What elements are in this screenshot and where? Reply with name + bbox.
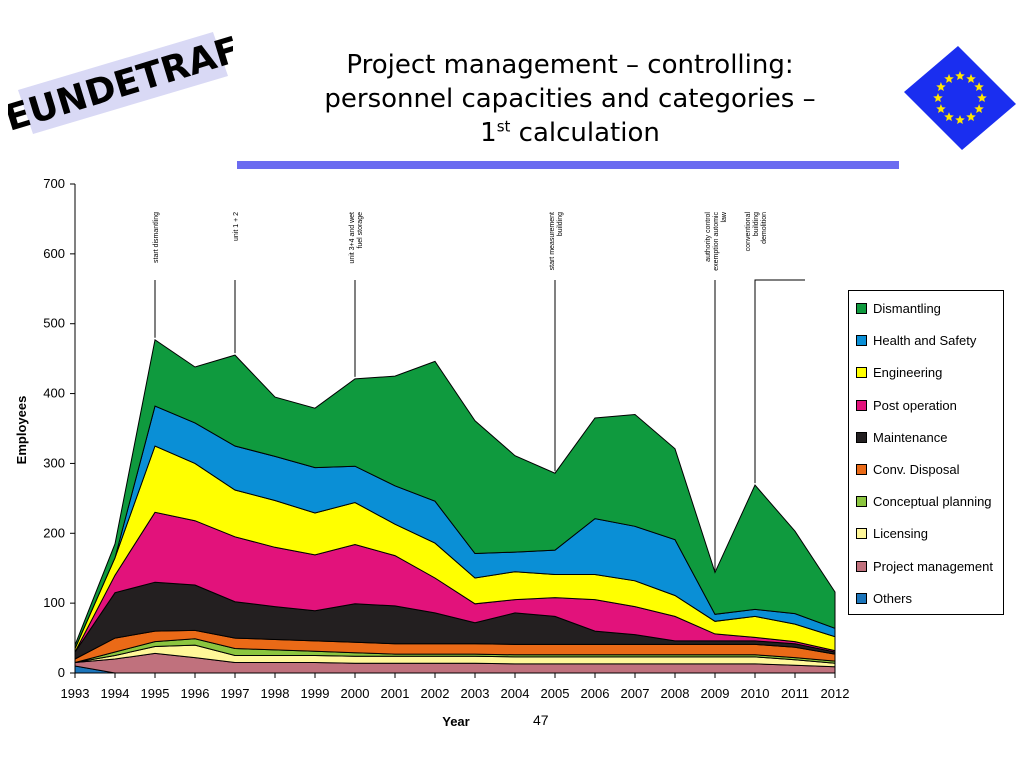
eu-star-icon [944, 112, 954, 122]
legend-label: Project management [873, 558, 993, 574]
x-tick-label: 1997 [221, 686, 250, 701]
x-tick-label: 2001 [381, 686, 410, 701]
eu-star-icon [955, 71, 965, 80]
eu-star-icon [966, 73, 976, 83]
legend-label: Engineering [873, 365, 943, 381]
x-tick-label: 2000 [341, 686, 370, 701]
eu-flag-icon [904, 46, 1016, 150]
x-tick-label: 2009 [701, 686, 730, 701]
legend-swatch [856, 528, 867, 540]
legend-swatch [856, 431, 867, 443]
annotation-line [754, 279, 805, 484]
x-tick-label: 1999 [301, 686, 330, 701]
eu-star-icon [936, 82, 946, 91]
x-axis-label: Year [442, 714, 469, 729]
legend-swatch [856, 367, 867, 379]
eu-star-icon [944, 73, 954, 83]
legend-label: Health and Safety [873, 333, 977, 349]
title-line-3: 1st calculation [255, 116, 885, 150]
y-tick-label: 300 [43, 455, 65, 470]
y-axis-label: Employees [14, 396, 29, 465]
x-tick-label: 1995 [141, 686, 170, 701]
eu-star-icon [977, 93, 987, 102]
x-tick-label: 1994 [101, 686, 130, 701]
legend-label: Conceptual planning [873, 494, 992, 510]
legend-label: Maintenance [873, 429, 948, 445]
eu-star-icon [955, 115, 965, 124]
x-tick-label: 1996 [181, 686, 210, 701]
y-tick-label: 400 [43, 386, 65, 401]
title-line-3-rest: calculation [510, 118, 660, 148]
annotation-label: unit 1 + 2 [233, 212, 240, 241]
eu-star-icon [933, 93, 943, 102]
legend-item-conceptual-planning: Conceptual planning [856, 494, 992, 509]
x-tick-label: 2011 [781, 686, 809, 701]
y-tick-label: 0 [58, 665, 65, 680]
legend-swatch [856, 592, 867, 604]
title-line-3-sup: st [496, 117, 511, 136]
annotation-label: start measurementbuilding [549, 212, 564, 270]
legend-item-dismantling: Dismantling [856, 301, 941, 316]
legend-item-post-operation: Post operation [856, 398, 957, 413]
legend-item-health-and-safety: Health and Safety [856, 333, 976, 348]
area-series-dismantling [74, 338, 836, 649]
eundetraf-logo: EUNDETRAF [8, 29, 233, 138]
x-tick-label: 2005 [541, 686, 570, 701]
annotation-label: unit 3+4 and wetfuel storage [349, 212, 364, 264]
legend-swatch [856, 303, 867, 314]
legend-label: Others [873, 590, 913, 606]
legend-item-conv-disposal: Conv. Disposal [856, 462, 959, 477]
x-tick-label: 2004 [501, 686, 530, 701]
legend-item-licensing: Licensing [856, 526, 928, 541]
page-title: Project management – controlling: person… [255, 48, 885, 150]
y-tick-label: 500 [43, 316, 65, 331]
y-tick-label: 700 [43, 176, 65, 191]
eu-star-icon [936, 104, 946, 113]
legend-swatch [856, 496, 867, 508]
title-line-1: Project management – controlling: [346, 50, 794, 80]
x-tick-label: 2002 [421, 686, 450, 701]
y-tick-label: 200 [43, 525, 65, 540]
title-line-2: personnel capacities and categories – [324, 84, 816, 114]
legend-item-others: Others [856, 591, 912, 606]
y-tick-label: 600 [43, 246, 65, 261]
eu-star-icon [966, 112, 976, 122]
legend-item-engineering: Engineering [856, 365, 942, 380]
legend-swatch [856, 464, 867, 475]
legend-swatch [856, 335, 867, 347]
eu-star-icon [974, 104, 984, 113]
x-tick-label: 2003 [461, 686, 490, 701]
legend-label: Dismantling [873, 301, 941, 316]
x-tick-label: 1998 [261, 686, 290, 701]
legend-swatch [856, 399, 867, 411]
annotation-label: authority controlexemption automiclaw [705, 211, 728, 271]
x-tick-label: 1993 [61, 686, 90, 701]
legend-label: Conv. Disposal [873, 462, 960, 477]
eu-star-icon [974, 82, 984, 91]
x-tick-label: 2010 [741, 686, 770, 701]
legend-swatch [856, 560, 867, 572]
title-line-3-main: 1 [480, 118, 497, 148]
annotation-label: start dismantling [153, 212, 160, 263]
legend-item-maintenance: Maintenance [856, 430, 947, 445]
annotation-label: conventionalbuildingdemolition [745, 212, 768, 252]
y-tick-label: 100 [43, 595, 65, 610]
page-number: 47 [533, 712, 549, 728]
legend-label: Post operation [873, 397, 957, 413]
x-tick-label: 2007 [621, 686, 650, 701]
chart-legend: Dismantling Health and Safety Engineering P… [848, 290, 1004, 615]
title-underline-bar [237, 161, 899, 169]
legend-label: Licensing [873, 526, 928, 542]
legend-item-project-management: Project management [856, 559, 993, 574]
x-tick-label: 2006 [581, 686, 610, 701]
x-tick-label: 2008 [661, 686, 690, 701]
x-tick-label: 2012 [821, 686, 850, 701]
